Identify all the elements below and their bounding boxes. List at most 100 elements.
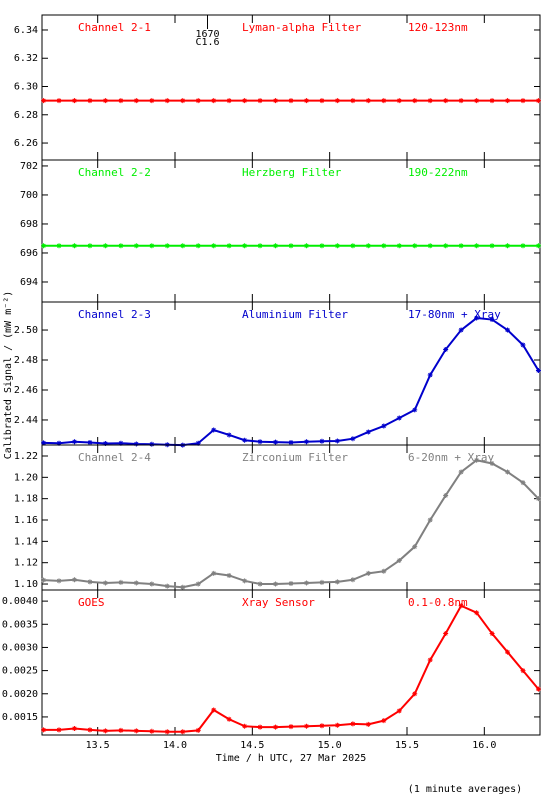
point	[242, 243, 248, 249]
point	[164, 98, 170, 104]
point	[505, 327, 511, 333]
y-tick-label: 1.16	[14, 515, 38, 526]
point	[180, 584, 186, 590]
x-tick-label: 14.5	[240, 740, 264, 751]
annotation-text: C1.6	[195, 37, 219, 48]
point	[535, 243, 541, 249]
y-tick-label: 6.32	[14, 53, 38, 64]
point	[102, 243, 108, 249]
x-tick-label: 16.0	[472, 740, 496, 751]
point	[319, 98, 325, 104]
point	[365, 98, 371, 104]
panel-label: Zirconium Filter	[242, 451, 348, 464]
point	[133, 243, 139, 249]
panel-label: 190-222nm	[408, 166, 468, 179]
point	[350, 721, 356, 727]
point	[164, 243, 170, 249]
point	[319, 579, 325, 585]
point	[412, 243, 418, 249]
point	[365, 243, 371, 249]
y-tick-label: 0.0020	[2, 689, 38, 700]
point	[334, 579, 340, 585]
point	[365, 429, 371, 435]
point	[257, 98, 263, 104]
point	[458, 243, 464, 249]
point	[443, 492, 449, 498]
point	[443, 631, 449, 637]
point	[319, 438, 325, 444]
point	[87, 439, 93, 445]
point	[505, 98, 511, 104]
point	[226, 572, 232, 578]
point	[303, 580, 309, 586]
point	[242, 723, 248, 729]
point	[489, 317, 495, 323]
point	[257, 581, 263, 587]
point	[164, 583, 170, 589]
point	[71, 439, 77, 445]
y-tick-label: 1.20	[14, 472, 38, 483]
y-tick-label: 6.34	[14, 25, 38, 36]
point	[350, 436, 356, 442]
point	[87, 98, 93, 104]
point	[180, 729, 186, 735]
point	[102, 98, 108, 104]
point	[350, 98, 356, 104]
point	[288, 724, 294, 730]
point	[180, 243, 186, 249]
point	[211, 243, 217, 249]
point	[133, 441, 139, 447]
y-tick-label: 6.30	[14, 82, 38, 93]
panel-frame	[41, 14, 541, 161]
point	[319, 243, 325, 249]
point	[427, 517, 433, 523]
point	[350, 577, 356, 583]
point	[211, 570, 217, 576]
point	[381, 98, 387, 104]
point	[56, 578, 62, 584]
point	[273, 98, 279, 104]
y-tick-label: 1.14	[14, 536, 38, 547]
panel-label: Lyman-alpha Filter	[242, 21, 362, 34]
point	[56, 98, 62, 104]
panel-label: Channel 2-2	[78, 166, 151, 179]
point	[41, 440, 47, 446]
footnote: (1 minute averages)	[408, 784, 522, 795]
series-line	[43, 317, 540, 447]
panel-label: Channel 2-3	[78, 308, 151, 321]
y-tick-label: 0.0035	[2, 619, 38, 630]
point	[195, 98, 201, 104]
point	[350, 243, 356, 249]
point	[273, 581, 279, 587]
x-axis-label: Time / h UTC, 27 Mar 2025	[216, 753, 367, 764]
point	[319, 723, 325, 729]
point	[226, 98, 232, 104]
panel-label: 6-20nm + Xray	[408, 451, 494, 464]
point	[242, 437, 248, 443]
point	[458, 469, 464, 475]
series-line	[43, 604, 540, 733]
point	[71, 98, 77, 104]
point	[427, 98, 433, 104]
y-tick-label: 2.46	[14, 385, 38, 396]
annotation-text: 1670	[195, 29, 219, 40]
panel-frame	[41, 159, 541, 303]
point	[381, 423, 387, 429]
point	[535, 496, 541, 502]
panel-frame	[41, 444, 541, 591]
point	[396, 98, 402, 104]
point	[489, 460, 495, 466]
point	[164, 729, 170, 735]
point	[87, 727, 93, 733]
point	[102, 580, 108, 586]
point	[535, 686, 541, 692]
point	[396, 558, 402, 564]
x-tick-label: 15.5	[395, 740, 419, 751]
point	[365, 570, 371, 576]
y-tick-label: 0.0030	[2, 642, 38, 653]
x-tick-label: 14.0	[163, 740, 187, 751]
point	[505, 243, 511, 249]
point	[118, 243, 124, 249]
point	[520, 342, 526, 348]
point	[458, 327, 464, 333]
